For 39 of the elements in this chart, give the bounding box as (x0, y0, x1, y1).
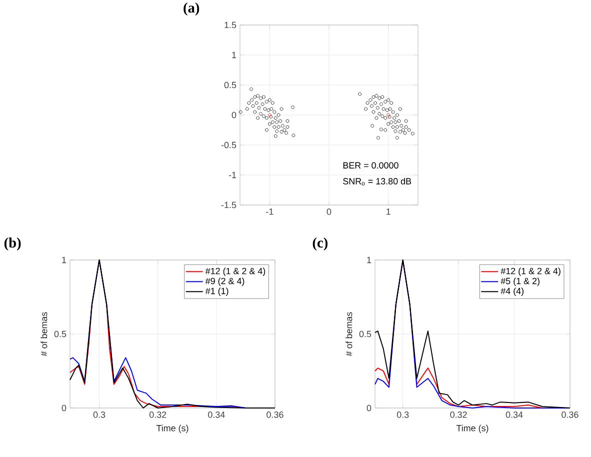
x-tick-label: 0.36 (266, 412, 284, 418)
y-tick-label: 1 (367, 256, 372, 264)
y-tick-label: -1.5 (221, 202, 236, 208)
x-tick-label: 0.32 (450, 412, 467, 418)
y-tick-label: 0.5 (359, 330, 372, 338)
y-tick-label: 0.5 (54, 330, 66, 338)
x-tick-label: 1 (386, 208, 390, 215)
x-tick-label: 0.36 (562, 412, 578, 418)
x-axis-title: Time (s) (156, 424, 188, 434)
x-tick-label: 0 (326, 208, 332, 215)
y-tick-label: -1 (228, 172, 236, 178)
y-tick-label: 1.5 (224, 22, 236, 28)
x-tick-label: 0.3 (93, 412, 106, 418)
x-tick-label: 0.34 (506, 412, 523, 418)
legend-label: #4 (4) (500, 288, 524, 296)
y-tick-label: 0.5 (224, 82, 236, 88)
x-tick-label: 0.3 (396, 412, 409, 418)
annotation: SNR$_{o}$ = 13.80 dB (343, 178, 412, 186)
legend-label: #9 (2 & 4) (205, 278, 244, 286)
y-axis-title: # of bemas (40, 312, 48, 356)
y-tick-label: 0 (62, 404, 66, 412)
chart-title: (a) (184, 2, 200, 16)
x-tick-label: 0.34 (208, 412, 225, 418)
chart-title: (c) (312, 237, 328, 250)
legend-label: #5 (1 & 2) (500, 278, 540, 286)
y-tick-label: -0.5 (221, 142, 236, 148)
legend-label: #12 (1 & 2 & 4) (500, 268, 560, 276)
legend-label: #12 (1 & 2 & 4) (205, 268, 266, 276)
y-tick-label: 0 (366, 404, 372, 412)
y-axis-title: # of bemas (346, 312, 352, 356)
y-tick-label: 1 (62, 256, 66, 264)
y-tick-label: 1 (232, 52, 236, 58)
chart-title: (b) (4, 237, 21, 250)
x-axis-title: Time (s) (456, 424, 488, 434)
y-tick-label: 0 (232, 112, 236, 118)
legend-label: #1 (1) (205, 288, 228, 296)
x-tick-label: 0.32 (149, 412, 166, 418)
x-tick-label: -1 (266, 208, 274, 215)
annotation: BER = 0.0000 (343, 162, 398, 169)
